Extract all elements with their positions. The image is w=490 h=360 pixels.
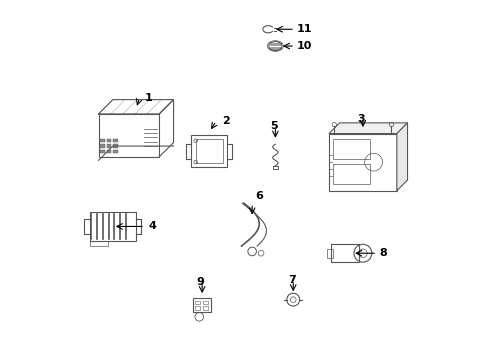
Bar [107, 150, 111, 153]
Bar [195, 306, 200, 310]
Text: 7: 7 [288, 275, 295, 285]
Bar [195, 301, 200, 304]
Bar [333, 163, 370, 184]
Bar [107, 139, 111, 143]
Bar [113, 139, 118, 143]
Bar [100, 150, 105, 153]
Bar [90, 212, 136, 241]
Bar [100, 144, 105, 148]
Text: 3: 3 [358, 114, 365, 124]
Text: 8: 8 [379, 248, 387, 258]
Text: 1: 1 [145, 93, 153, 103]
Bar [327, 249, 333, 257]
Bar [100, 139, 105, 143]
Bar [333, 139, 370, 158]
Text: 11: 11 [297, 24, 312, 34]
Bar [90, 241, 108, 246]
Text: 2: 2 [222, 116, 229, 126]
Bar [203, 306, 208, 310]
Text: 10: 10 [297, 41, 312, 51]
Bar [196, 139, 222, 163]
Bar [107, 144, 111, 148]
Polygon shape [397, 123, 408, 191]
Bar [98, 114, 159, 157]
Text: 4: 4 [148, 221, 156, 231]
Text: 9: 9 [197, 277, 205, 287]
Bar [193, 298, 211, 312]
Bar [192, 135, 227, 167]
Bar [113, 144, 118, 148]
Polygon shape [329, 123, 408, 134]
Bar [331, 244, 359, 262]
Bar [329, 134, 397, 191]
Text: 5: 5 [270, 121, 278, 131]
Text: 6: 6 [256, 191, 264, 201]
Bar [272, 166, 278, 169]
Bar [203, 301, 208, 304]
Bar [113, 150, 118, 153]
